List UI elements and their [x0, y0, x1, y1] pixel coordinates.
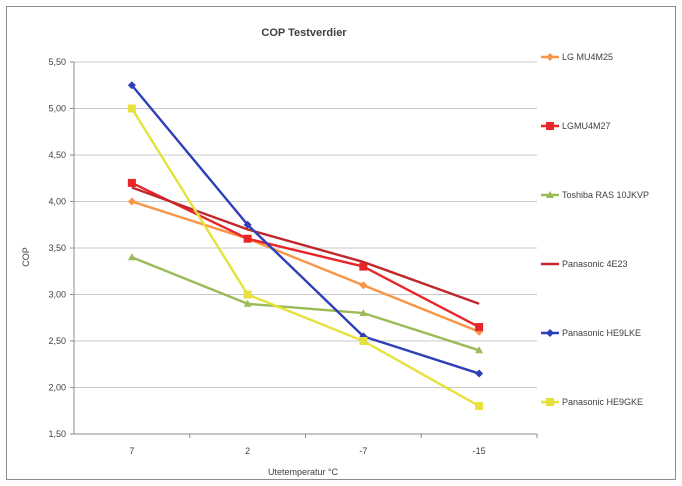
data-point — [475, 323, 484, 332]
legend-item: Panasonic HE9LKE — [541, 328, 641, 338]
x-axis-label: Utetemperatur °C — [268, 467, 339, 477]
legend-swatch-marker — [546, 122, 554, 130]
chart-frame: COP Testverdier 1,50 2,00 2,50 3,00 3,50 4,00… — [6, 6, 676, 480]
data-point — [127, 253, 136, 261]
y-tick-label: 3,00 — [48, 290, 66, 300]
series-4 — [127, 81, 484, 378]
series-line — [131, 256, 480, 352]
legend-item: LG MU4M25 — [541, 52, 613, 62]
y-tick-label: 2,00 — [48, 383, 66, 393]
series-line — [131, 200, 480, 333]
data-point — [127, 178, 136, 187]
series-line — [131, 181, 480, 329]
legend-swatch-marker — [546, 329, 554, 337]
legend-label: LG MU4M25 — [562, 52, 613, 62]
y-axis-ticks: 1,50 2,00 2,50 3,00 3,50 4,00 4,50 5,00 5,50 — [48, 57, 66, 439]
x-tick-label: 2 — [245, 446, 250, 456]
data-point — [243, 220, 252, 229]
data-point — [359, 337, 368, 345]
x-tick-label: -15 — [473, 446, 486, 456]
series-line — [130, 84, 480, 375]
legend-label: Panasonic HE9LKE — [562, 328, 641, 338]
data-point — [359, 262, 368, 271]
series-1 — [127, 178, 484, 332]
y-axis-label: COP — [21, 247, 31, 267]
data-point — [475, 402, 484, 411]
gridlines — [74, 61, 537, 388]
legend-label: Panasonic 4E23 — [562, 259, 628, 269]
axes — [70, 61, 538, 438]
series-2 — [127, 253, 484, 354]
data-point — [127, 81, 136, 90]
x-tick-label: 7 — [129, 446, 134, 456]
legend-item: LGMU4M27 — [541, 121, 611, 131]
series-lines — [127, 81, 484, 411]
legend-label: Toshiba RAS 10JKVP — [562, 190, 649, 200]
data-point — [243, 299, 252, 307]
data-point — [359, 309, 368, 317]
y-tick-label: 2,50 — [48, 336, 66, 346]
legend: LG MU4M25 LGMU4M27 Toshiba RAS 10JKVP Panas… — [541, 52, 649, 407]
y-tick-label: 4,50 — [48, 150, 66, 160]
legend-item: Toshiba RAS 10JKVP — [541, 190, 649, 200]
y-tick-label: 3,50 — [48, 243, 66, 253]
legend-item: Panasonic HE9GKE — [541, 397, 643, 407]
y-tick-label: 5,50 — [48, 57, 66, 67]
data-point — [359, 281, 368, 290]
legend-swatch-marker — [546, 398, 554, 406]
data-point — [127, 197, 136, 206]
series-3 — [131, 186, 480, 305]
y-tick-label: 5,00 — [48, 104, 66, 114]
data-point — [127, 104, 136, 113]
data-point — [243, 234, 252, 243]
cop-line-chart: COP Testverdier 1,50 2,00 2,50 3,00 3,50 4,00… — [21, 27, 649, 477]
legend-swatch-marker — [546, 53, 554, 61]
y-tick-label: 1,50 — [48, 429, 66, 439]
legend-item: Panasonic 4E23 — [541, 259, 628, 269]
y-tick-label: 4,00 — [48, 197, 66, 207]
legend-label: LGMU4M27 — [562, 121, 611, 131]
series-0 — [127, 197, 484, 336]
x-tick-label: -7 — [359, 446, 367, 456]
data-point — [243, 290, 252, 299]
data-point — [475, 369, 484, 378]
x-axis-ticks: 7 2 -7 -15 — [129, 446, 485, 456]
data-point — [475, 346, 484, 354]
series-line — [131, 186, 480, 305]
legend-label: Panasonic HE9GKE — [562, 397, 643, 407]
chart-title: COP Testverdier — [261, 27, 347, 39]
series-5 — [127, 104, 484, 411]
series-line — [130, 107, 480, 408]
legend-swatch-marker — [546, 191, 554, 198]
